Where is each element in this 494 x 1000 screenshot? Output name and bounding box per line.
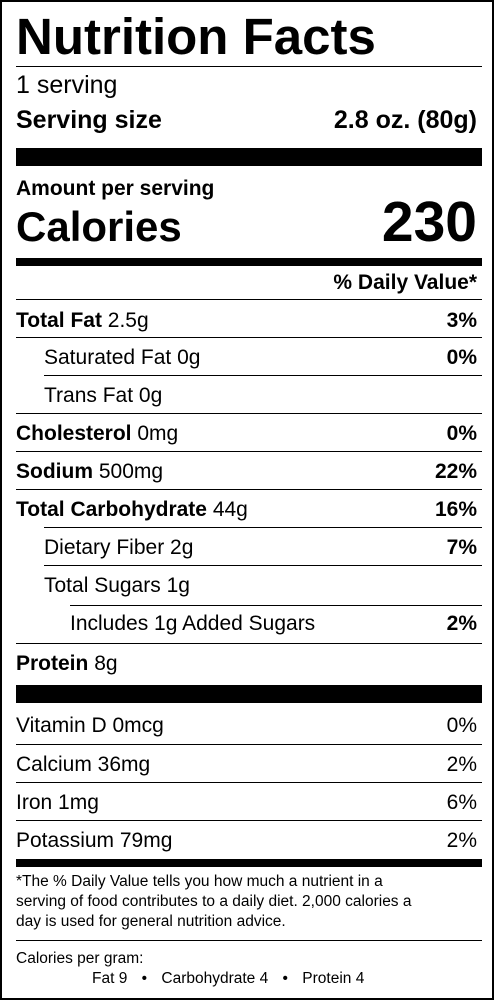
calories-per-gram-values: Fat 9 • Carbohydrate 4 • Protein 4 [92,971,364,987]
nutrient-name: Trans Fat [44,384,134,407]
vitamin-row-potassium: Potassium 79mg [16,829,173,852]
calories-value: 230 [381,190,477,254]
nutrient-row-saturated-fat: Saturated Fat 0g [44,347,200,368]
separator: • [141,970,148,987]
calories-per-gram-label: Calories per gram: [16,950,144,967]
rule-trans-fat [16,413,482,414]
nutrient-row-sodium: Sodium 500mg [16,461,163,482]
nutrient-dv: 16% [434,498,477,521]
nutrient-amount: 2.5g [107,309,149,332]
rule-total-carbohydrate [44,527,482,528]
nutrient-row-protein: Protein 8g [16,653,118,674]
footnote-line-2: serving of food contributes to a daily d… [16,893,412,910]
title-rule [16,66,482,67]
separator: • [282,970,288,987]
vitamin-row-vitamin-d: Vitamin D 0mcg [16,714,164,737]
nutrient-row-total-carbohydrate: Total Carbohydrate 44g [16,499,248,520]
nutrient-amount: 0g [177,346,201,369]
nutrient-name: Sodium [16,460,93,483]
nutrient-row-total-sugars: Total Sugars 1g [44,575,190,596]
rule-cholesterol [16,451,482,452]
thick-bar-3 [16,685,482,703]
nutrient-amount: 0g [138,384,163,407]
thick-bar-1 [16,148,482,166]
vitamin-dv: 2% [446,753,477,776]
footnote-line-3: day is used for general nutrition advice… [16,913,286,930]
daily-value-header: % Daily Value* [333,271,477,294]
nutrient-name: Total Carbohydrate [16,498,207,521]
label-title: Nutrition Facts [16,8,376,65]
nutrient-dv: 22% [434,460,477,483]
vitamin-dv: 6% [446,791,477,814]
rule-iron [16,820,482,821]
carbohydrate-calories-per-gram: Carbohydrate 4 [161,970,269,987]
thick-bar-4 [16,859,482,867]
nutrient-amount: 2g [170,536,194,559]
rule-dietary-fiber [44,565,482,566]
nutrient-name: Protein [16,652,89,675]
nutrient-name: Cholesterol [16,422,132,445]
calories-label: Calories [16,203,182,250]
nutrient-name: Dietary Fiber [44,536,165,559]
thick-bar-2 [16,258,482,266]
nutrient-dv: 2% [446,612,477,635]
nutrient-dv: 0% [446,346,477,369]
nutrient-amount: 1g [166,574,190,597]
nutrient-row-trans-fat: Trans Fat 0g [44,385,162,406]
nutrient-amount: 500mg [98,460,164,483]
rule-calcium [16,782,482,783]
serving-size-value: 2.8 oz. (80g) [333,106,477,134]
rule-sodium [16,489,482,490]
nutrient-amount: 0mg [137,422,179,445]
rule-saturated-fat [44,375,482,376]
nutrient-row-cholesterol: Cholesterol 0mg [16,423,178,444]
nutrient-amount: 44g [212,498,248,521]
nutrient-row-added-sugars: Includes 1g Added Sugars [70,613,315,634]
vitamin-dv: 0% [446,714,477,737]
vitamin-dv: 2% [446,829,477,852]
nutrient-row-dietary-fiber: Dietary Fiber 2g [44,537,193,558]
fat-calories-per-gram: Fat 9 [92,970,128,987]
vitamin-row-iron: Iron 1mg [16,791,99,814]
rule-added-sugars [16,643,482,644]
rule-total-fat [16,337,482,338]
serving-size-label: Serving size [16,106,162,134]
servings-per-container: 1 serving [16,71,118,99]
amount-per-serving: Amount per serving [16,177,215,200]
footnote-line-1: *The % Daily Value tells you how much a … [16,873,383,890]
rule-total-sugars [70,605,482,606]
nutrient-name: Includes 1g Added Sugars [70,612,316,635]
nutrient-dv: 7% [446,536,477,559]
nutrient-dv: 3% [446,309,477,332]
nutrient-name: Total Fat [16,309,102,332]
nutrient-row-total-fat: Total Fat 2.5g [16,310,149,331]
nutrient-name: Total Sugars [44,574,161,597]
nutrient-dv: 0% [446,422,477,445]
rule-vitamin-d [16,744,482,745]
rule-footnote [16,940,482,941]
rule-header [16,299,482,300]
nutrient-name: Saturated Fat [44,346,172,369]
protein-calories-per-gram: Protein 4 [302,970,365,987]
nutrient-amount: 8g [94,652,118,675]
vitamin-row-calcium: Calcium 36mg [16,753,151,776]
